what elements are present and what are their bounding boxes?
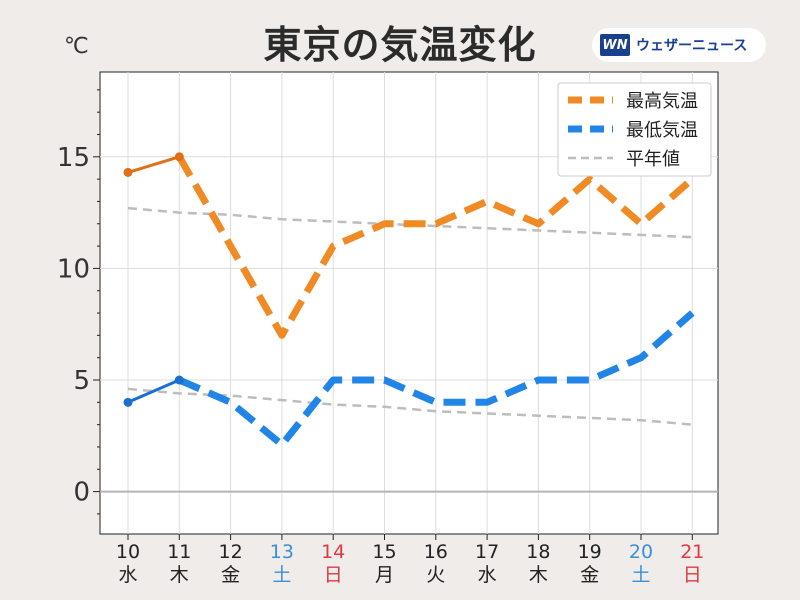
weathernews-logo-icon: WN (600, 34, 630, 56)
x-weekday-label-9: 金 (580, 564, 599, 586)
x-weekday-label-8: 木 (529, 564, 548, 586)
x-weekday-label-3: 土 (272, 564, 291, 586)
legend-label-2: 平年値 (626, 149, 680, 170)
series-0-point-1 (174, 152, 184, 162)
legend-box (557, 82, 712, 177)
x-weekday-label-7: 水 (478, 564, 497, 586)
series-normal-line-2 (127, 206, 693, 239)
legend-label-1: 最低気温 (626, 120, 698, 141)
x-weekday-label-10: 土 (631, 564, 650, 586)
series-forecast-line-1 (177, 310, 695, 449)
series-observed-line-1 (127, 378, 180, 404)
x-tick-label-4: 14 (321, 541, 345, 563)
x-tick-label-9: 19 (578, 541, 602, 563)
x-tick-label-1: 11 (167, 541, 191, 563)
x-tick-label-3: 13 (270, 541, 294, 563)
series-1-point-0 (123, 397, 133, 407)
y-tick-label-1: 5 (73, 366, 90, 396)
series-observed-line-0 (127, 155, 180, 174)
x-weekday-label-2: 金 (221, 564, 240, 586)
x-tick-label-6: 16 (424, 541, 448, 563)
x-tick-label-10: 20 (629, 541, 653, 563)
x-tick-label-0: 10 (116, 541, 140, 563)
x-tick-label-8: 18 (526, 541, 550, 563)
series-forecast-line-0 (176, 155, 695, 339)
chart-title: 東京の気温変化 (263, 23, 537, 67)
x-weekday-label-0: 水 (118, 564, 137, 586)
x-tick-label-2: 12 (219, 541, 243, 563)
y-axis-unit: ℃ (64, 34, 89, 59)
x-weekday-label-1: 木 (170, 564, 189, 586)
x-tick-label-7: 17 (475, 541, 499, 563)
series-1-point-1 (174, 375, 184, 385)
legend-label-0: 最高気温 (626, 91, 698, 112)
x-weekday-label-5: 月 (375, 564, 394, 586)
series-0-point-0 (123, 167, 133, 177)
brand-name: ウェザーニュース (636, 38, 748, 54)
x-weekday-label-4: 日 (324, 564, 343, 586)
y-tick-label-2: 10 (57, 254, 90, 284)
x-tick-label-5: 15 (372, 541, 396, 563)
y-tick-label-3: 15 (57, 143, 90, 173)
y-tick-label-0: 0 (73, 478, 90, 508)
x-weekday-label-6: 火 (426, 564, 445, 586)
x-weekday-label-11: 日 (683, 564, 702, 586)
x-tick-label-11: 21 (680, 541, 704, 563)
brand-badge: WN ウェザーニュース (592, 28, 766, 62)
